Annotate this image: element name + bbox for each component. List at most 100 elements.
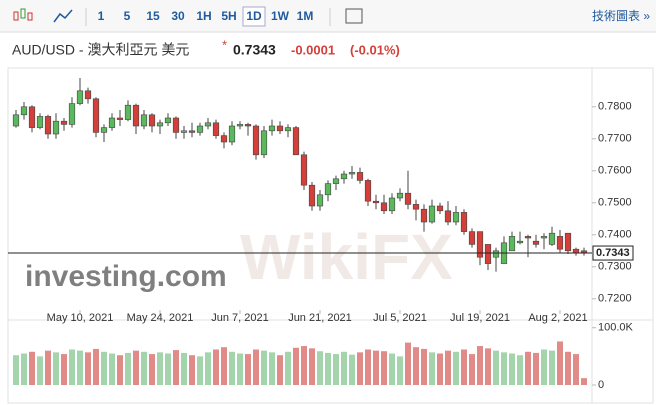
volume-bar	[237, 353, 243, 385]
x-tick-label: Aug 2, 2021	[528, 312, 587, 324]
volume-bar	[245, 354, 251, 385]
volume-bar	[461, 349, 467, 385]
volume-bar	[357, 352, 363, 385]
candle-body	[476, 231, 484, 258]
volume-bar	[549, 350, 555, 385]
candle-body	[172, 117, 180, 133]
volume-bar	[501, 352, 507, 385]
y-tick-label: 0.7400	[598, 229, 632, 241]
volume-bar	[389, 353, 395, 385]
volume-bar	[45, 350, 51, 385]
candle-body	[12, 114, 20, 127]
volume-bar	[53, 352, 59, 385]
volume-bar	[405, 342, 411, 385]
candle-body	[508, 236, 516, 252]
volume-bar	[197, 356, 203, 385]
y-tick-label: 0.7500	[598, 197, 632, 209]
volume-bar	[269, 352, 275, 385]
interval-button[interactable]: 1M	[297, 9, 314, 23]
candle-body	[36, 116, 44, 128]
candle-body	[84, 90, 92, 100]
volume-bar	[301, 346, 307, 385]
candle-body	[60, 120, 68, 125]
change-pct: (-0.01%)	[350, 42, 400, 57]
volume-bar	[373, 350, 379, 385]
candle-body	[188, 130, 196, 133]
volume-bar	[133, 350, 139, 385]
candle-body	[540, 236, 548, 239]
candle-body	[452, 212, 460, 223]
volume-bar	[109, 353, 115, 385]
interval-button[interactable]: 1	[98, 9, 105, 23]
volume-bar	[181, 352, 187, 385]
candle-body	[252, 125, 260, 156]
candle-body	[196, 125, 204, 133]
tech-chart-link[interactable]: 技術圖表 »	[592, 9, 650, 23]
price: 0.7343	[233, 42, 276, 58]
candle-body	[412, 204, 420, 210]
candle-body	[92, 98, 100, 133]
candle-body	[420, 208, 428, 223]
candle-body	[212, 122, 220, 136]
candle-body	[260, 130, 268, 156]
volume-bar	[277, 355, 283, 385]
volume-bar	[581, 378, 587, 385]
symbol: AUD/USD - 澳大利亞元 美元	[12, 42, 189, 58]
candle-body	[292, 127, 300, 156]
volume-bar	[573, 354, 579, 385]
candle-body	[572, 248, 580, 254]
settings-icon[interactable]	[345, 8, 363, 24]
candle-body	[156, 122, 164, 127]
volume-bar	[525, 351, 531, 385]
candle-body	[388, 197, 396, 212]
candle-body	[76, 90, 84, 104]
volume-bar	[253, 349, 259, 385]
candle-body	[140, 114, 148, 127]
volume-bar	[533, 352, 539, 385]
candle-body	[492, 250, 500, 258]
volume-bar	[557, 341, 563, 385]
volume-bar	[141, 351, 147, 385]
candle-body	[236, 124, 244, 127]
interval-button[interactable]: 30	[171, 9, 185, 23]
interval-button[interactable]: 1D	[246, 9, 262, 23]
volume-bar	[149, 354, 155, 385]
volume-bar	[397, 356, 403, 385]
volume-bar	[317, 351, 323, 385]
volume-bar	[341, 351, 347, 385]
candle-body	[108, 117, 116, 128]
candle-body	[68, 103, 76, 125]
volume-bar	[77, 350, 83, 385]
interval-button[interactable]: 1W	[271, 9, 290, 23]
volume-bar	[485, 348, 491, 385]
watermark-investing: investing.com	[25, 260, 227, 293]
candle-body	[324, 183, 332, 196]
volume-bar	[69, 349, 75, 385]
last-price-label: 0.7343	[596, 247, 630, 259]
volume-bar	[437, 353, 443, 385]
last-price-box	[592, 245, 634, 261]
candle-body	[372, 200, 380, 204]
interval-button[interactable]: 1H	[196, 9, 211, 23]
candle-icon[interactable]	[13, 8, 33, 21]
candle-body	[300, 154, 308, 186]
candle-body	[28, 106, 36, 128]
volume-bar	[565, 351, 571, 385]
star[interactable]: *	[222, 37, 227, 52]
volume-bar	[85, 352, 91, 385]
interval-button[interactable]: 5	[124, 9, 131, 23]
volume-tick-label: 0	[598, 379, 604, 391]
y-tick-label: 0.7600	[598, 165, 632, 177]
candle-body	[516, 240, 524, 244]
interval-button[interactable]: 5H	[221, 9, 236, 23]
volume-bar	[221, 347, 227, 385]
candle-body	[332, 178, 340, 184]
volume-bar	[509, 353, 515, 385]
interval-button[interactable]: 15	[146, 9, 160, 23]
candle-body	[460, 212, 468, 232]
x-tick-label: Jul 5, 2021	[373, 312, 427, 324]
candle-body	[180, 130, 188, 133]
candle-body	[404, 192, 412, 205]
line-icon[interactable]	[53, 9, 73, 23]
